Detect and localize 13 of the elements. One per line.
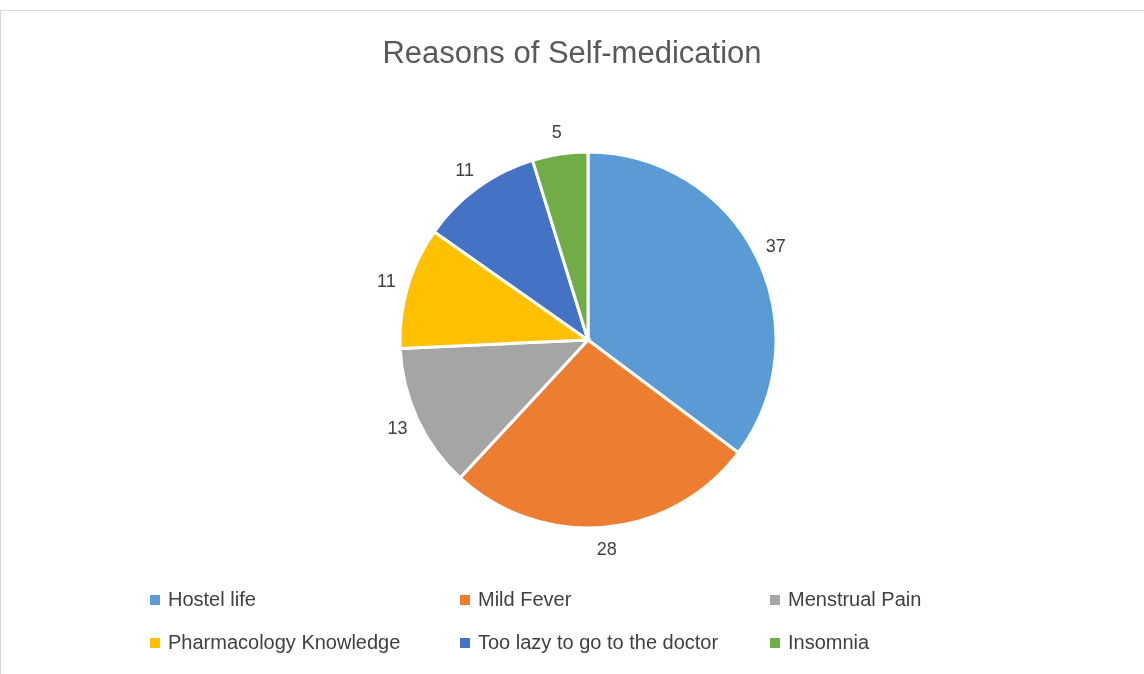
- legend-label: Too lazy to go to the doctor: [478, 631, 719, 654]
- data-label: 5: [551, 122, 562, 143]
- data-label: 13: [387, 418, 408, 439]
- legend-label: Insomnia: [788, 631, 870, 654]
- legend-label: Menstrual Pain: [788, 588, 922, 611]
- data-label: 11: [377, 271, 396, 292]
- legend-label: Pharmacology Knowledge: [168, 631, 401, 654]
- data-label: 37: [765, 236, 786, 257]
- legend-label: Hostel life: [168, 588, 256, 611]
- legend-label: Mild Fever: [478, 588, 572, 611]
- data-label: 11: [455, 160, 474, 181]
- data-label: 28: [596, 539, 617, 560]
- chart-title: Reasons of Self-medication: [381, 34, 763, 72]
